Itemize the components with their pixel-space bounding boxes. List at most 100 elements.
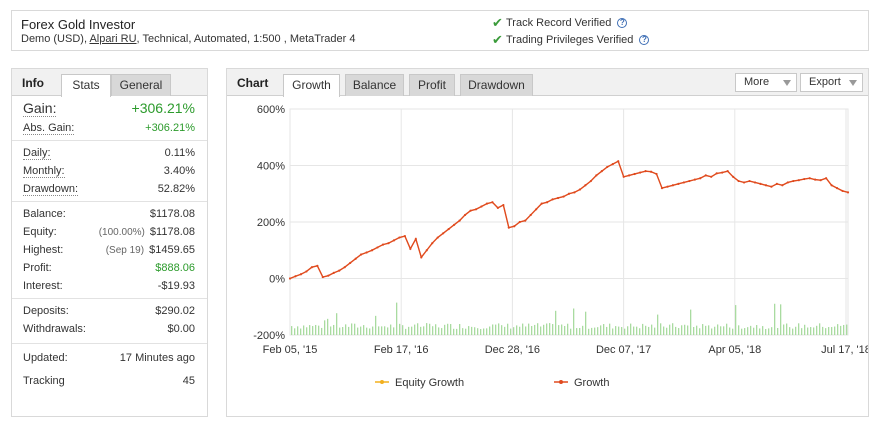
growth-point <box>589 179 592 183</box>
trading-privileges-verified: ✔ Trading Privileges Verified ? <box>492 32 650 48</box>
tracking-value: 45 <box>182 375 195 387</box>
tab-profit[interactable]: Profit <box>409 74 455 96</box>
deposits-value: $290.02 <box>155 305 195 317</box>
highest-row: Highest: (Sep 19) $1459.65 <box>12 241 207 259</box>
volume-bar <box>687 325 689 335</box>
chart-tabbar: Chart Growth Balance Profit Drawdown Mor… <box>227 69 868 97</box>
volume-bar <box>759 328 761 335</box>
more-dropdown[interactable]: More <box>735 73 797 92</box>
volume-bar <box>333 324 335 335</box>
growth-point <box>338 269 341 272</box>
check-icon: ✔ <box>492 15 503 30</box>
info-panel: Info Stats General Gain: +306.21% Abs. G… <box>11 68 208 417</box>
growth-point <box>655 172 658 176</box>
export-dropdown[interactable]: Export <box>800 73 863 92</box>
help-icon[interactable]: ? <box>639 35 650 45</box>
volume-bar <box>648 326 650 335</box>
trading-privileges-label: Trading Privileges Verified <box>506 34 634 46</box>
growth-point <box>803 177 806 181</box>
volume-bar <box>318 325 320 335</box>
interest-row: Interest: -$19.93 <box>12 277 207 295</box>
account-subtitle: Demo (USD), Alpari RU, Technical, Automa… <box>21 33 355 45</box>
volume-bar <box>579 327 581 335</box>
tab-general[interactable]: General <box>111 74 171 96</box>
volume-bar <box>444 324 446 335</box>
volume-bar <box>657 314 659 335</box>
monthly-label[interactable]: Monthly: <box>23 165 65 178</box>
volume-bar <box>456 328 458 335</box>
growth-line <box>289 160 849 280</box>
volume-bar <box>627 326 629 335</box>
highest-value-group: (Sep 19) $1459.65 <box>106 244 195 257</box>
growth-point <box>524 219 527 222</box>
volume-bar <box>771 327 773 335</box>
spacer <box>12 369 207 370</box>
growth-point <box>403 235 406 238</box>
growth-point <box>463 213 467 217</box>
volume-bar <box>414 324 416 335</box>
help-icon[interactable]: ? <box>617 18 628 28</box>
volume-bar <box>366 327 368 335</box>
tab-stats[interactable]: Stats <box>61 74 111 97</box>
gain-label[interactable]: Gain: <box>23 100 57 117</box>
volume-bar <box>447 323 449 335</box>
growth-point <box>567 192 571 195</box>
volume-bar <box>843 324 845 335</box>
volume-bar <box>783 324 785 335</box>
growth-point <box>622 175 625 178</box>
abs-gain-row: Abs. Gain: +306.21% <box>12 119 207 137</box>
volume-bar <box>747 327 749 335</box>
growth-point <box>835 187 839 190</box>
volume-bar <box>663 326 665 335</box>
volume-bar <box>420 326 422 335</box>
volume-bar <box>519 326 521 335</box>
abs-gain-label[interactable]: Abs. Gain: <box>23 122 75 135</box>
volume-bar <box>441 328 443 335</box>
balance-value: $1178.08 <box>149 208 195 220</box>
daily-value: 0.11% <box>164 147 195 159</box>
daily-row: Daily: 0.11% <box>12 144 207 162</box>
volume-bar <box>654 327 656 335</box>
growth-point <box>529 213 532 217</box>
tab-drawdown[interactable]: Drawdown <box>460 74 533 96</box>
broker-link[interactable]: Alpari RU <box>89 33 137 45</box>
growth-point <box>562 195 565 198</box>
growth-chart[interactable]: 600% 400% 200% 0% -200% Feb 05, '15 Feb 17, '… <box>227 97 868 417</box>
equity-growth-legend-marker <box>380 380 384 384</box>
withdrawals-value: $0.00 <box>167 323 195 335</box>
volume-bar <box>780 304 782 335</box>
growth-point <box>644 170 647 173</box>
growth-point <box>639 171 642 174</box>
drawdown-label[interactable]: Drawdown: <box>23 183 79 196</box>
volume-bar <box>453 328 455 335</box>
volume-bar <box>507 323 509 335</box>
x-tick-label: Dec 28, '16 <box>485 344 540 356</box>
growth-point <box>573 191 576 194</box>
growth-point <box>628 174 631 177</box>
volume-bar <box>567 323 569 335</box>
growth-point <box>660 187 664 190</box>
volume-bar <box>546 323 548 335</box>
volume-bar <box>678 328 680 335</box>
volume-bar <box>468 326 470 335</box>
growth-point <box>770 185 773 188</box>
profit-value: $888.06 <box>155 262 195 274</box>
growth-point <box>431 242 434 245</box>
growth-point <box>606 165 609 169</box>
tab-balance[interactable]: Balance <box>345 74 404 96</box>
volume-bar <box>336 313 338 335</box>
tab-growth[interactable]: Growth <box>283 74 340 97</box>
volume-bar <box>597 327 599 335</box>
volume-bar <box>384 326 386 335</box>
volume-bar <box>375 315 377 335</box>
volume-bar <box>573 308 575 335</box>
growth-point <box>469 209 472 212</box>
x-tick-label: Jul 17, '18 <box>821 344 868 356</box>
volume-bar <box>672 323 674 335</box>
daily-label[interactable]: Daily: <box>23 147 51 160</box>
volume-bar <box>465 328 467 335</box>
volume-bar <box>438 327 440 335</box>
divider <box>12 140 207 141</box>
growth-point <box>349 261 352 265</box>
volume-bar <box>666 327 668 335</box>
